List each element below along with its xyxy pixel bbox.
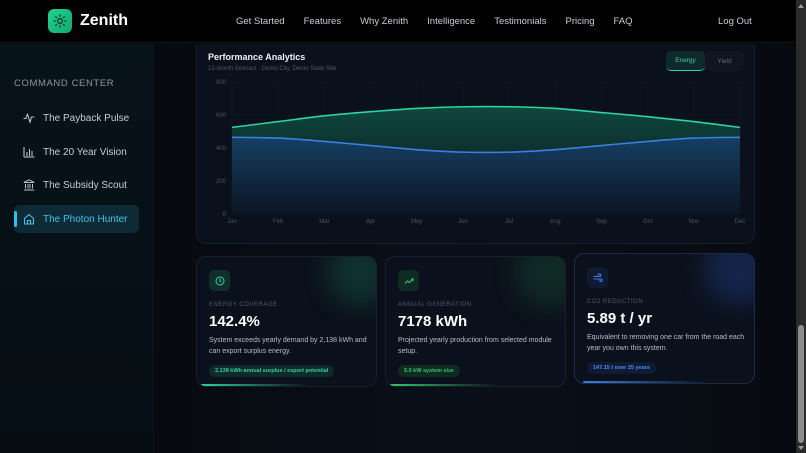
toggle-yield[interactable]: Yield [717, 57, 732, 65]
sidebar-item-payback-pulse[interactable]: The Payback Pulse [14, 104, 139, 132]
svg-text:600: 600 [216, 113, 227, 119]
svg-text:400: 400 [216, 146, 227, 152]
sidebar-item-label: The Subsidy Scout [43, 179, 127, 191]
stat-value: 5.89 t / yr [587, 310, 653, 327]
svg-text:Jan: Jan [227, 219, 237, 225]
performance-analytics-card: Performance Analytics 12-month forecast … [196, 44, 755, 244]
pulse-icon [23, 112, 35, 124]
svg-text:Nov: Nov [688, 219, 699, 225]
chart-subtitle: 12-month forecast · Demo City, Demo Stat… [208, 66, 337, 72]
sidebar-item-20-year-vision[interactable]: The 20 Year Vision [14, 138, 139, 166]
scroll-thumb[interactable] [798, 325, 804, 443]
nav-pricing[interactable]: Pricing [565, 16, 595, 27]
chart-mode-toggle: Energy Yield [666, 51, 744, 71]
chart-title: Performance Analytics [208, 52, 306, 62]
co2-reduction-card: CO2 REDUCTION 5.89 t / yr Equivalent to … [574, 253, 755, 384]
nav-intelligence[interactable]: Intelligence [427, 16, 476, 27]
clock-icon [209, 270, 230, 291]
stat-value: 7178 kWh [398, 313, 468, 330]
generation-line [231, 105, 741, 129]
demand-area [232, 137, 740, 214]
top-navbar: Zenith Get Started Features Why Zenith I… [0, 0, 795, 43]
logout-button[interactable]: Log Out [718, 16, 752, 27]
svg-text:Oct: Oct [643, 219, 653, 225]
stat-badge: 5.0 kW system size [398, 365, 460, 377]
svg-text:Dec: Dec [735, 219, 746, 225]
stat-progress-bar [201, 384, 309, 386]
stat-badge: 2,138 kWh annual surplus / export potent… [209, 365, 335, 377]
main-nav: Get Started Features Why Zenith Intellig… [236, 16, 652, 27]
sidebar: COMMAND CENTER The Payback Pulse The 20 … [0, 44, 154, 453]
svg-text:0: 0 [223, 212, 227, 218]
annual-generation-card: ANNUAL GENERATION 7178 kWh Projected yea… [385, 256, 566, 387]
stat-label: ANNUAL GENERATION [398, 302, 472, 308]
sun-icon [53, 14, 67, 28]
svg-text:Jun: Jun [458, 219, 468, 225]
energy-coverage-card: ENERGY COVERAGE 142.4% System exceeds ye… [196, 256, 377, 387]
wind-icon [587, 267, 608, 288]
stat-badge: 147.15 t over 25 years [587, 362, 656, 374]
svg-text:Sep: Sep [596, 219, 607, 225]
svg-text:May: May [411, 219, 422, 225]
stat-description: System exceeds yearly demand by 2,138 kW… [209, 337, 367, 355]
svg-text:200: 200 [216, 179, 227, 185]
nav-faq[interactable]: FAQ [613, 16, 633, 27]
sidebar-item-subsidy-scout[interactable]: The Subsidy Scout [14, 171, 139, 199]
demand-line [231, 136, 741, 154]
svg-text:Apr: Apr [366, 219, 375, 225]
nav-why-zenith[interactable]: Why Zenith [360, 16, 409, 27]
toggle-energy[interactable]: Energy [666, 51, 705, 71]
bar-chart-icon [23, 146, 35, 158]
stat-label: CO2 REDUCTION [587, 299, 644, 305]
svg-text:800: 800 [216, 80, 227, 86]
sidebar-item-label: The 20 Year Vision [43, 146, 127, 158]
svg-text:Mar: Mar [319, 219, 329, 225]
trending-up-icon [398, 270, 419, 291]
x-axis-ticks: Jan Feb Mar Apr May Jun Jul Aug Sep Oct Nov Dec [227, 219, 745, 225]
brand-name[interactable]: Zenith [80, 12, 128, 29]
stat-progress-bar [390, 384, 498, 386]
nav-get-started[interactable]: Get Started [236, 16, 285, 27]
bank-icon [23, 179, 35, 191]
sidebar-item-photon-hunter[interactable]: The Photon Hunter [14, 205, 139, 233]
scroll-down-arrow-icon[interactable] [798, 446, 804, 450]
svg-text:Jul: Jul [505, 219, 513, 225]
scroll-up-arrow-icon[interactable] [798, 4, 804, 8]
nav-testimonials[interactable]: Testimonials [494, 16, 547, 27]
home-icon [23, 213, 35, 225]
stat-description: Equivalent to removing one car from the … [587, 334, 745, 352]
y-axis-ticks: 0 200 400 600 800 [216, 80, 227, 218]
stat-value: 142.4% [209, 313, 260, 330]
stat-progress-bar [583, 381, 709, 383]
sidebar-title: COMMAND CENTER [14, 78, 115, 89]
area-chart: 0 200 400 600 800 Jan Feb Mar Apr May Jun Jul Aug Se… [216, 80, 745, 225]
sidebar-item-label: The Photon Hunter [43, 213, 128, 225]
page-scrollbar[interactable] [796, 0, 806, 453]
nav-features[interactable]: Features [303, 16, 342, 27]
logo[interactable] [48, 9, 72, 33]
sidebar-item-label: The Payback Pulse [43, 112, 130, 124]
svg-text:Feb: Feb [273, 219, 284, 225]
svg-text:Aug: Aug [550, 219, 561, 225]
stat-description: Projected yearly production from selecte… [398, 337, 552, 355]
stat-label: ENERGY COVERAGE [209, 302, 278, 308]
